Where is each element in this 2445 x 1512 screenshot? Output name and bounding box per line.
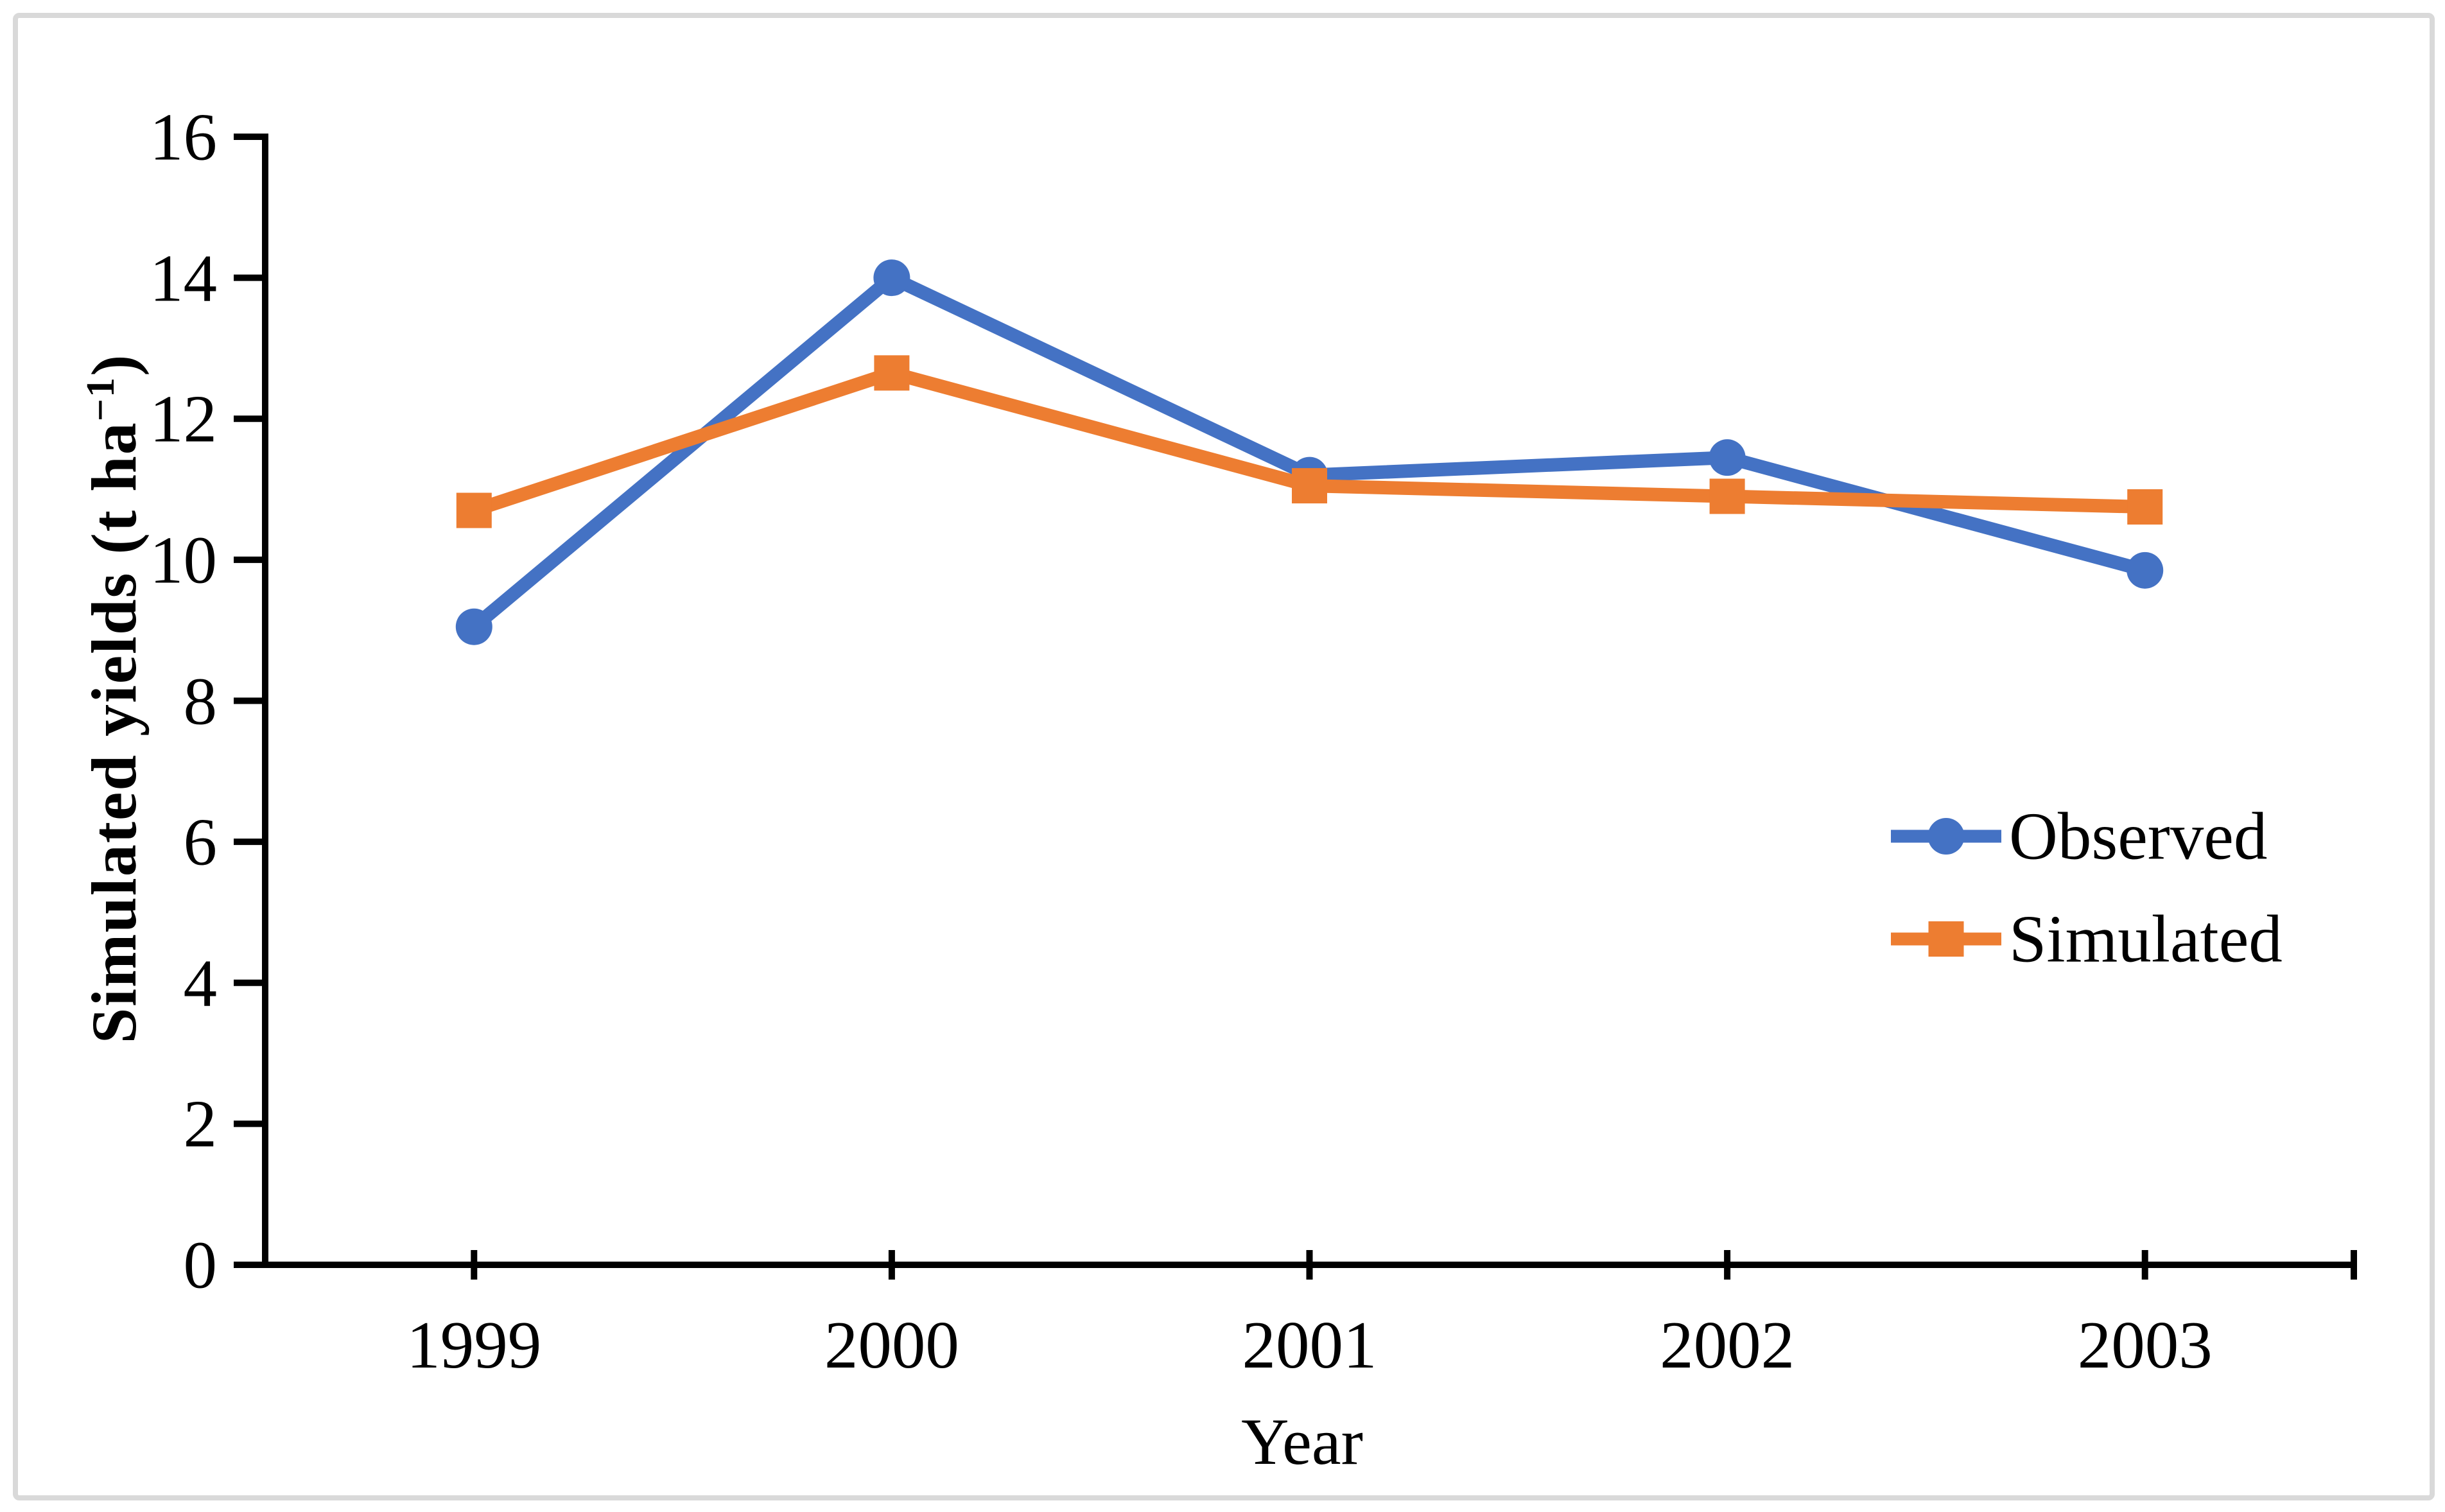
y-tick-label-0: 0 — [183, 1227, 218, 1303]
x-tick-label-1999: 1999 — [406, 1307, 542, 1382]
observed-data-point-marker — [455, 608, 492, 645]
legend-swatch-circle-icon — [1927, 817, 1965, 855]
y-tick-label-10: 10 — [150, 522, 217, 598]
y-tick-label-6: 6 — [183, 804, 218, 880]
observed-data-point-marker — [2127, 552, 2164, 589]
y-tick-label-12: 12 — [150, 381, 217, 456]
y-tick-label-2: 2 — [183, 1086, 218, 1161]
legend-item-observed: Observed — [1891, 803, 2267, 870]
simulated-legend-marker-icon — [1891, 921, 2001, 957]
y-tick-label-14: 14 — [150, 240, 217, 316]
legend-label-simulated: Simulated — [2009, 901, 2283, 977]
observed-data-point-marker — [1709, 439, 1746, 476]
legend-swatch-square-icon — [1928, 921, 1964, 957]
simulated-data-point-marker — [456, 492, 492, 528]
x-tick-label-2003: 2003 — [2077, 1307, 2213, 1382]
observed-series-line — [467, 271, 2152, 634]
x-tick-label-2000: 2000 — [824, 1307, 959, 1382]
y-tick-label-16: 16 — [150, 99, 217, 175]
simulated-data-point-marker — [874, 355, 910, 391]
legend-label-observed: Observed — [2009, 798, 2268, 874]
x-tick-label-2001: 2001 — [1242, 1307, 1377, 1382]
simulated-data-point-marker — [2127, 489, 2163, 525]
y-tick-label-4: 4 — [183, 945, 218, 1021]
simulated-data-point-marker — [1709, 478, 1745, 514]
simulated-data-point-marker — [1292, 468, 1327, 504]
y-axis-title-superscript: −1 — [78, 376, 123, 422]
y-axis-title-text: Simulated yields (t ha — [78, 421, 150, 1044]
observed-data-point-marker — [873, 259, 910, 297]
y-axis-title-suffix: ) — [78, 353, 150, 376]
legend-item-simulated: Simulated — [1891, 905, 2283, 973]
x-tick-label-2002: 2002 — [1660, 1307, 1795, 1382]
x-axis-title: Year — [1241, 1405, 1363, 1479]
y-axis-title: Simulated yields (t ha−1) — [78, 353, 150, 1044]
y-tick-label-8: 8 — [183, 663, 218, 738]
observed-legend-marker-icon — [1891, 817, 2001, 855]
